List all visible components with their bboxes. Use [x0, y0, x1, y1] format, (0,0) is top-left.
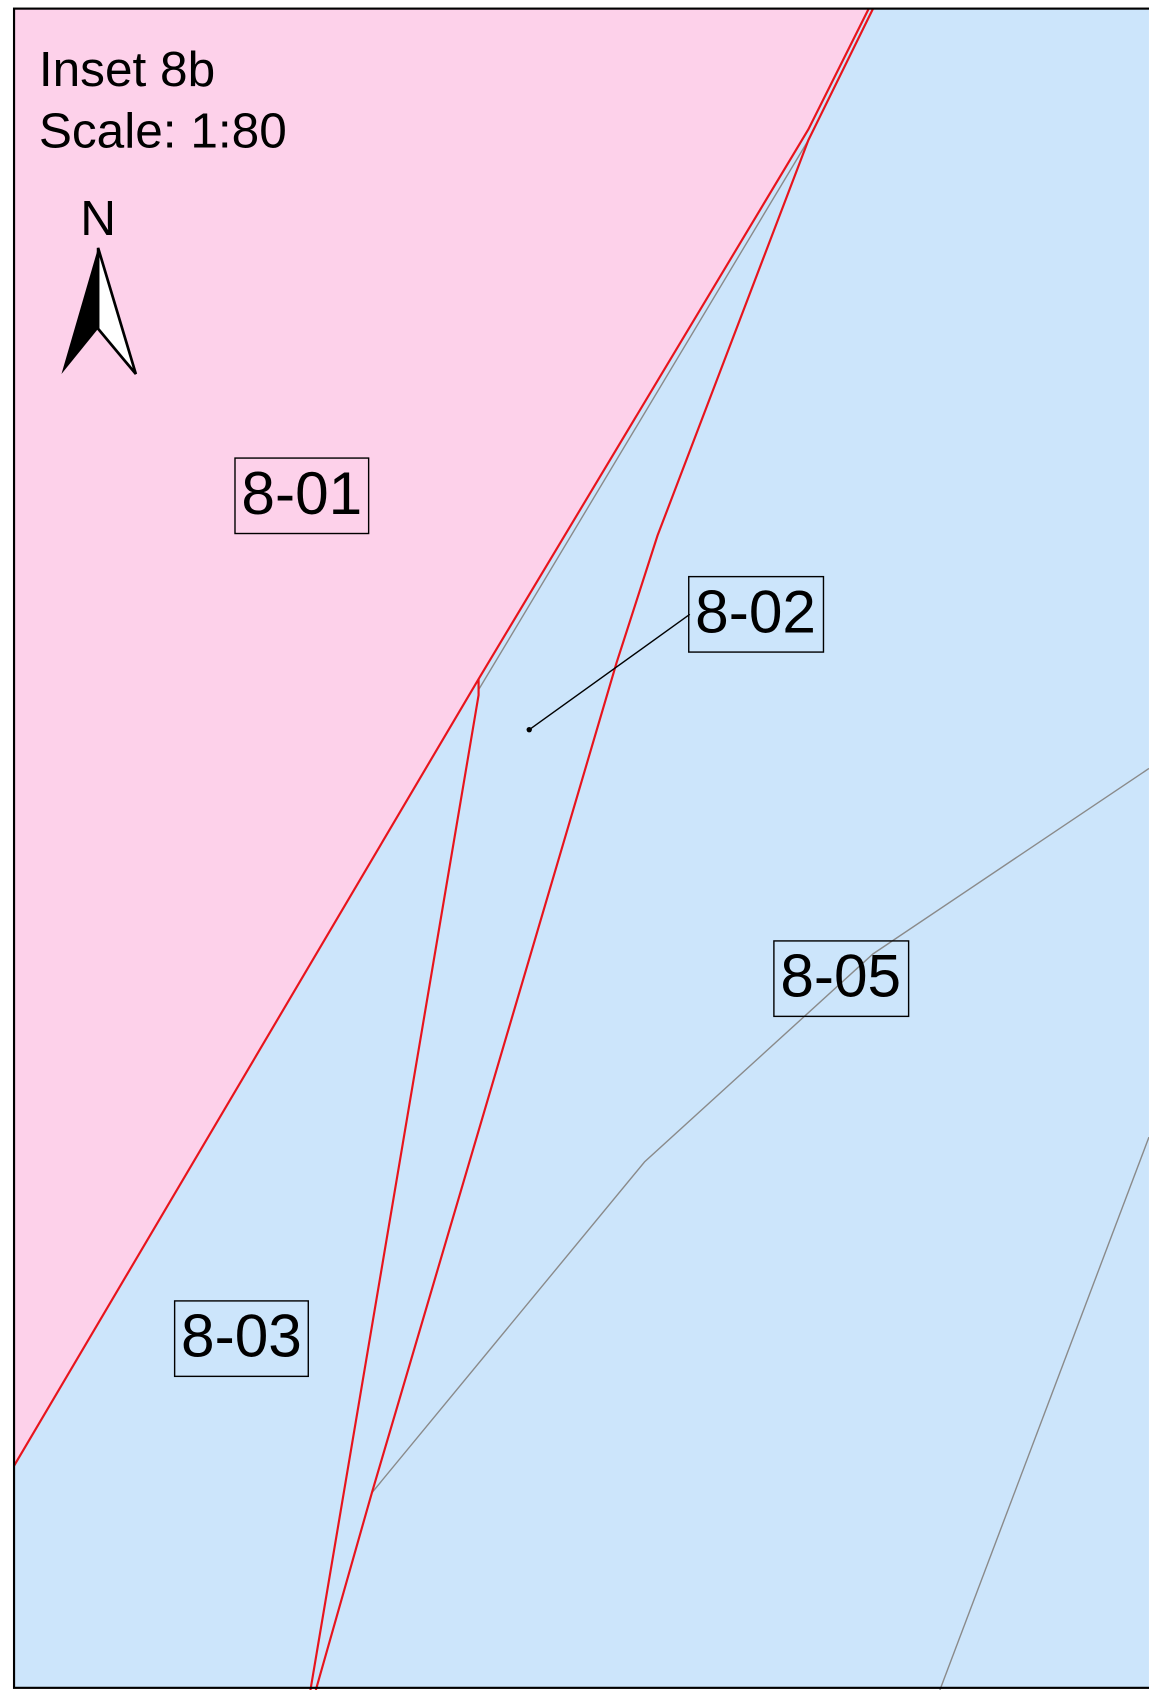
frame	[12, 7, 1149, 1689]
scale-text: Scale: 1:80	[39, 103, 287, 159]
boundary	[13, 8, 870, 1467]
label-box	[773, 940, 910, 1018]
north-arrow-left	[61, 247, 99, 374]
boundary	[309, 679, 480, 1690]
north-label: N	[80, 190, 116, 246]
parcel-label: 8-05	[780, 942, 901, 1010]
label-box	[173, 1300, 309, 1378]
inset-title: Inset 8b	[39, 41, 215, 97]
label-box	[234, 457, 370, 535]
parcel-8-01-area	[14, 8, 869, 1466]
leader-dot	[526, 726, 532, 733]
leader-line	[528, 613, 691, 731]
boundary	[314, 8, 875, 1690]
boundary	[939, 1136, 1149, 1690]
boundary	[371, 767, 1149, 1494]
boundary	[477, 139, 809, 691]
label-box	[688, 575, 825, 653]
parcel-label: 8-03	[181, 1302, 302, 1370]
gray-boundaries	[371, 139, 1149, 1690]
parcel-label: 8-02	[695, 577, 816, 645]
parcel-label: 8-01	[241, 459, 362, 527]
parcel-labels: 8-01 8-02 8-05 8-03	[173, 457, 910, 1378]
red-boundaries	[13, 8, 875, 1690]
north-arrow-right	[96, 247, 138, 375]
